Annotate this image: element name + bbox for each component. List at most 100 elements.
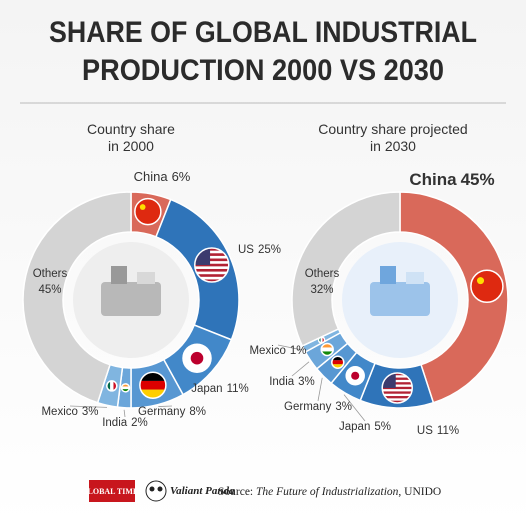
flag-part [382,377,413,380]
flag-body [121,383,130,392]
flag-ring [182,343,212,373]
slice-label: Others 45% [33,268,68,296]
value-label: 8% [189,406,206,418]
flag-part [382,391,413,394]
logo-text: GLOBAL TIMES [81,487,143,496]
machine [380,266,396,284]
leader-line [343,394,366,422]
category-label: US [417,425,433,437]
slice-label: India 3% [269,376,315,388]
flag-part [470,270,503,303]
flag-part [331,360,344,365]
chart-subtitle: Country share projected [318,121,467,137]
machine [137,272,155,284]
category-label: Germany [284,401,332,413]
flag-part [194,258,229,262]
category-label: Others [33,268,68,280]
flag-part [320,336,323,343]
flag [120,383,131,393]
flag-part [194,279,229,283]
logo-text: Valiant Panda [170,485,235,497]
value-label: 11% [227,383,249,395]
flag-ring [194,247,230,283]
donut-slice [399,191,509,404]
value-label: 45% [461,170,495,189]
chart-subtitle: Country share [87,121,175,137]
flag-ring [134,197,162,226]
flag-part [194,248,229,251]
flag [134,197,162,226]
flag-part [106,380,111,391]
leader-line [277,344,303,351]
flag-part [382,400,413,403]
chart-subtitle: in 2030 [370,138,416,154]
flag-part [321,347,334,352]
flag-body [318,336,325,343]
flag-body [331,356,344,369]
machine [101,282,161,316]
panda-eye [157,486,163,492]
flag-part [321,343,334,348]
category-label: China [134,169,169,184]
flag-body [183,344,212,373]
donut-slice [22,191,132,404]
category-label: China [409,170,457,189]
category-label: Others [305,268,340,280]
flag-dot [351,371,360,380]
flag-ring [345,365,365,386]
flag-star [139,204,146,210]
title-line: PRODUCTION 2000 VS 2030 [82,54,444,87]
slice-label: China 45% [409,170,494,189]
flag-ring [470,269,504,303]
flag-part [318,336,321,343]
flag-body [194,248,229,283]
leader-line [123,409,126,418]
flag-ring [120,383,131,393]
flag [331,355,345,369]
flag-part [113,380,117,391]
flag [194,247,230,283]
value-label: 11% [437,425,459,437]
flag-part [110,380,114,391]
value-label: 3% [298,376,315,388]
flag-part [194,253,229,256]
flag [470,269,504,303]
machine [111,266,127,284]
flag-part [194,263,229,267]
leader-line [69,405,108,408]
flag-dot [190,351,204,365]
leader-line [317,377,323,402]
source-prefix: Source: [218,486,256,498]
flag-part [382,382,413,385]
flag-ring [331,355,345,369]
value-label: 5% [374,421,391,433]
category-label: Mexico [41,406,77,418]
flag-ring [381,372,413,404]
slice-label: Others 32% [305,268,340,296]
flag-part [121,383,130,387]
slice-label: Germany 8% [138,406,206,418]
flag-part [331,356,344,361]
slice-label: Mexico 3% [41,406,98,418]
slice-label: India 2% [102,417,148,429]
flag-star [476,277,485,285]
flag-body [106,380,117,391]
flag-body [346,366,365,385]
source-title: The Future of Industrialization [256,486,399,498]
flag [320,342,334,357]
value-label: 25% [258,244,281,256]
value-label: 32% [310,284,333,296]
flag-part [331,364,344,369]
category-label: India [102,417,128,429]
flag-body [470,270,503,303]
footer: GLOBAL TIMES Valiant Panda Source: The F… [81,480,441,502]
value-label: 45% [38,284,61,296]
value-label: 2% [131,417,148,429]
value-label: 1% [290,345,307,357]
slice-label: US 25% [238,244,281,256]
value-label: 6% [172,169,191,184]
flag [106,380,118,392]
flag-ring [139,371,167,399]
